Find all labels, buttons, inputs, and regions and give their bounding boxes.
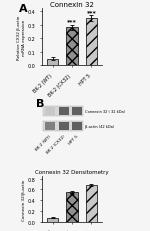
Text: Connexin 32 ( 32 kDa): Connexin 32 ( 32 kDa) <box>85 109 125 114</box>
Title: Connexin 32: Connexin 32 <box>50 1 94 7</box>
Bar <box>43 106 83 117</box>
Title: Connexin 32 Densitometry: Connexin 32 Densitometry <box>35 170 109 175</box>
Y-axis label: Connexin 32/β-actin: Connexin 32/β-actin <box>22 178 26 220</box>
Text: ***: *** <box>67 19 77 24</box>
Bar <box>85 19 97 66</box>
Text: HPT 5: HPT 5 <box>68 134 79 145</box>
Bar <box>66 28 78 66</box>
Bar <box>72 123 82 130</box>
Text: A: A <box>19 3 28 14</box>
Bar <box>45 108 55 115</box>
Text: ***: *** <box>87 10 96 15</box>
Bar <box>45 123 55 130</box>
Bar <box>85 185 97 222</box>
Bar <box>59 108 69 115</box>
Text: B: B <box>36 99 44 109</box>
Bar <box>66 192 78 222</box>
Y-axis label: Relative CX32 β-actin
mRNA expression: Relative CX32 β-actin mRNA expression <box>17 15 26 60</box>
Bar <box>47 218 58 222</box>
Bar <box>59 123 69 130</box>
Text: BK-2 (CX32): BK-2 (CX32) <box>46 134 67 154</box>
Bar <box>72 108 82 115</box>
Bar <box>47 59 58 66</box>
Bar <box>43 121 83 132</box>
Text: β-actin (42 kDa): β-actin (42 kDa) <box>85 125 114 128</box>
Text: BK-2 (WT): BK-2 (WT) <box>35 134 52 151</box>
